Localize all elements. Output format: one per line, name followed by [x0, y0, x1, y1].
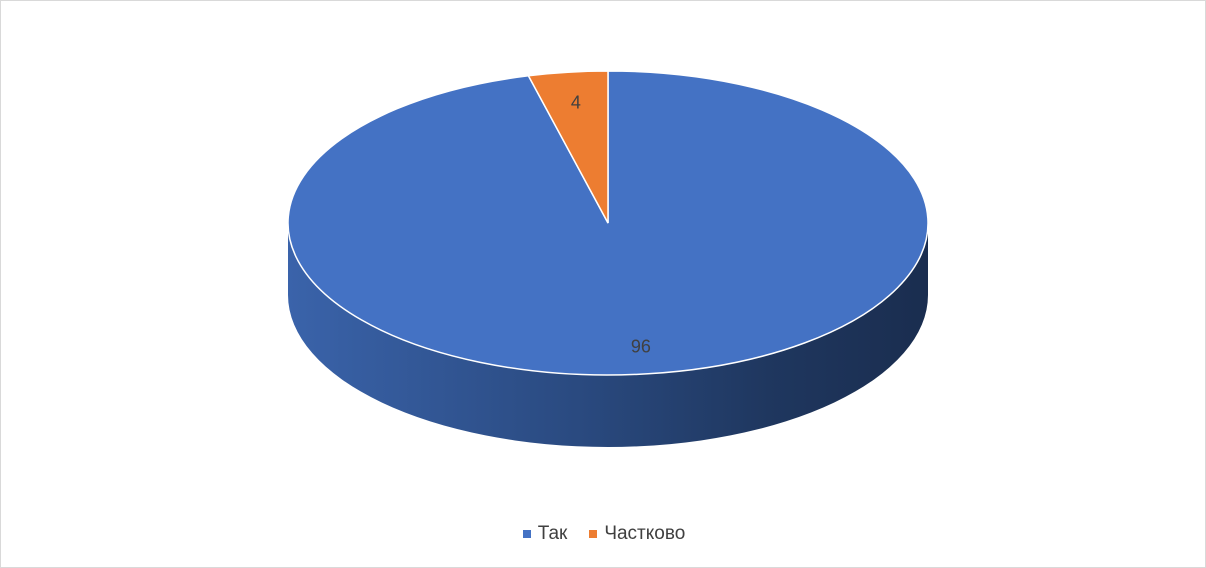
legend: Так Частково — [1, 523, 1206, 545]
pie-side-wall — [288, 223, 928, 447]
legend-item-chastkovo: Частково — [589, 523, 685, 545]
legend-label-tak: Так — [537, 523, 568, 544]
legend-swatch-chastkovo — [589, 530, 598, 538]
pie-slice-chastkovo — [527, 70, 609, 224]
legend-swatch-tak — [522, 530, 531, 538]
pie-chart: 96 4 — [287, 70, 929, 447]
pie-side-wall-shape — [288, 223, 928, 447]
data-label-chastkovo: 4 — [571, 92, 581, 112]
data-label-tak: 96 — [631, 337, 651, 357]
legend-label-chastkovo: Частково — [604, 523, 686, 544]
legend-item-tak: Так — [522, 523, 568, 545]
pie-slices — [287, 70, 929, 376]
pie-data-labels: 96 4 — [571, 92, 651, 356]
